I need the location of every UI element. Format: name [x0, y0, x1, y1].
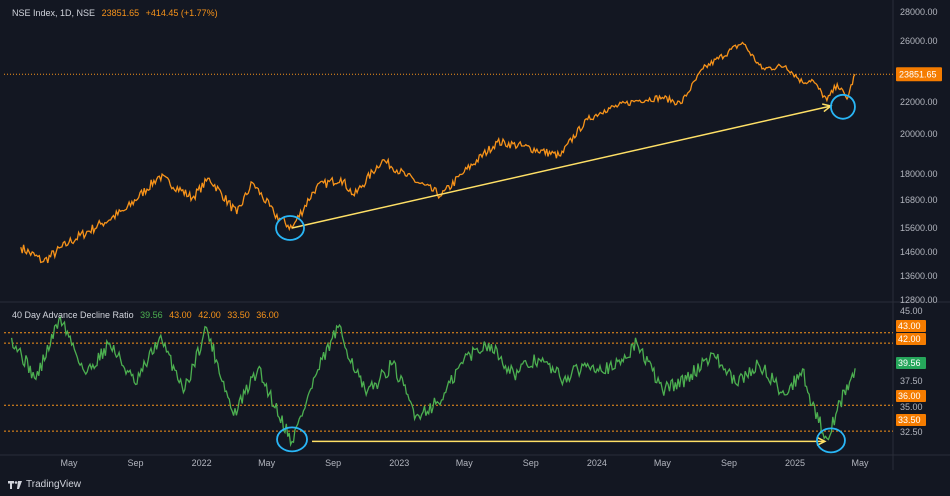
- level-43-badge: [896, 320, 926, 332]
- price-axis-tick: 20000.00: [900, 129, 938, 139]
- adr-axis-tick: 35.00: [900, 402, 923, 412]
- level-36-badge-text: 36.00: [898, 391, 921, 401]
- level-335-badge: [896, 414, 926, 426]
- time-axis-tick: Sep: [128, 458, 144, 468]
- low-circle-2022: [275, 215, 305, 241]
- tradingview-brand[interactable]: TradingView: [8, 479, 81, 490]
- time-axis-tick: Sep: [721, 458, 737, 468]
- time-axis-tick: Sep: [325, 458, 341, 468]
- price-axis-tick: 28000.00: [900, 7, 938, 17]
- adr-low-circle-2025: [816, 427, 846, 454]
- price-axis-tick: 18000.00: [900, 169, 938, 179]
- adr-value-badge: [896, 357, 926, 369]
- price-axis-tick: 14600.00: [900, 247, 938, 257]
- level-42-badge-text: 42.00: [898, 334, 921, 344]
- time-axis-tick: May: [456, 458, 474, 468]
- price-axis-tick: 15600.00: [900, 223, 938, 233]
- adr-value-badge-text: 39.56: [898, 358, 921, 368]
- time-axis-tick: May: [851, 458, 869, 468]
- adr-axis-tick: 45.00: [900, 306, 923, 316]
- price-axis-tick: 16800.00: [900, 195, 938, 205]
- time-axis-tick: May: [60, 458, 78, 468]
- time-axis-tick: Sep: [523, 458, 539, 468]
- time-axis-tick: 2025: [785, 458, 805, 468]
- indicator-legend: 40 Day Advance Decline Ratio 39.56 43.00…: [12, 310, 283, 320]
- indicator-level-4: 36.00: [256, 310, 279, 320]
- price-axis-tick: 22000.00: [900, 97, 938, 107]
- main-legend: NSE Index, 1D, NSE 23851.65 +414.45 (+1.…: [12, 8, 222, 18]
- brand-label: TradingView: [26, 479, 82, 490]
- time-axis-tick: 2023: [389, 458, 409, 468]
- last-price-badge-text: 23851.65: [899, 70, 937, 80]
- trend-arrow-line: [291, 105, 832, 229]
- level-36-badge: [896, 390, 926, 402]
- indicator-name: 40 Day Advance Decline Ratio: [12, 310, 134, 320]
- last-price-value: 23851.65: [101, 8, 140, 18]
- last-price-badge: [896, 67, 942, 82]
- low-circle-2025: [830, 93, 856, 120]
- level-335-badge-text: 33.50: [898, 415, 921, 425]
- price-axis-tick: 26000.00: [900, 36, 938, 46]
- indicator-value: 39.56: [140, 310, 163, 320]
- time-axis-tick: May: [258, 458, 276, 468]
- time-axis-tick: May: [654, 458, 672, 468]
- tradingview-logo-icon: [8, 480, 22, 489]
- price-change-value: +414.45 (+1.77%): [145, 8, 218, 18]
- indicator-level-1: 43.00: [169, 310, 192, 320]
- adr-axis-tick: 32.50: [900, 427, 923, 437]
- adr-low-circle-2022: [276, 426, 308, 453]
- symbol-label: NSE Index, 1D, NSE: [12, 8, 96, 18]
- adr-arrow-head: [816, 436, 827, 447]
- adr-axis-tick: 37.50: [900, 376, 923, 386]
- indicator-level-3: 33.50: [227, 310, 250, 320]
- price-series-line: [20, 41, 856, 264]
- indicator-level-2: 42.00: [198, 310, 221, 320]
- level-43-badge-text: 43.00: [898, 321, 921, 331]
- time-axis-tick: 2024: [587, 458, 607, 468]
- price-axis-tick: 13600.00: [900, 271, 938, 281]
- price-axis-tick: 12800.00: [900, 295, 938, 305]
- adr-series-line: [10, 315, 856, 448]
- level-42-badge: [896, 333, 926, 345]
- time-axis-tick: 2022: [192, 458, 212, 468]
